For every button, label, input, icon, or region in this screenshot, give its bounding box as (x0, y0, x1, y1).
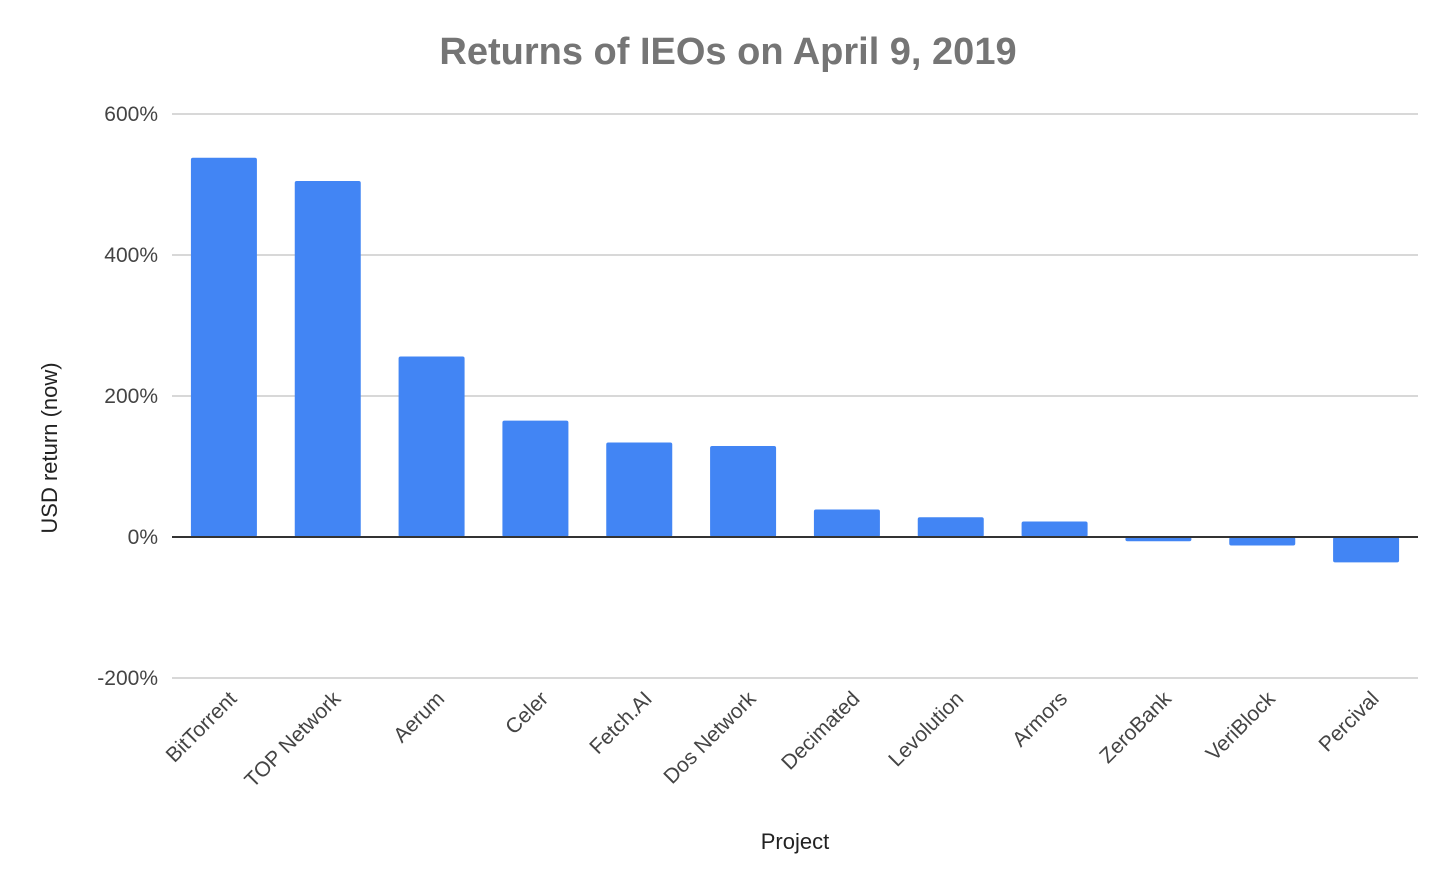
bar-decimated (813, 509, 880, 537)
y-tick-label: 0% (128, 526, 158, 549)
bar-bittorrent (190, 157, 257, 537)
bar-celer (502, 420, 569, 537)
bar-levolution (917, 517, 984, 537)
bar-fetch-ai (606, 442, 673, 537)
x-category-label: Decimated (777, 687, 864, 774)
bar-armors (1021, 521, 1088, 537)
bars (190, 157, 1400, 563)
x-category-label: Armors (1008, 687, 1072, 751)
bar-zerobank (1125, 537, 1192, 542)
x-category-label: Aerum (389, 687, 449, 747)
x-category-label: Fetch.AI (585, 687, 657, 759)
bar-dos-network (710, 446, 777, 537)
x-axis-title: Project (761, 829, 829, 854)
x-category-label: Levolution (884, 687, 968, 771)
x-category-label: Dos Network (659, 687, 761, 789)
chart-title: Returns of IEOs on April 9, 2019 (439, 31, 1016, 73)
y-tick-label: 600% (104, 103, 158, 126)
x-category-label: VeriBlock (1202, 687, 1281, 766)
y-tick-label: -200% (97, 667, 158, 690)
gridlines (172, 113, 1418, 679)
x-category-label: ZeroBank (1095, 687, 1176, 768)
y-axis-ticks: -200% 0% 200% 400% 600% (97, 103, 158, 690)
bar-top-network (294, 180, 361, 537)
bar-veriblock (1229, 537, 1296, 546)
y-tick-label: 200% (104, 385, 158, 408)
y-tick-label: 400% (104, 244, 158, 267)
x-category-label: Celer (501, 687, 553, 739)
x-category-label: Percival (1315, 687, 1384, 756)
bar-percival (1333, 537, 1400, 563)
x-category-label: BitTorrent (162, 687, 242, 767)
y-axis-title: USD return (now) (37, 362, 62, 533)
x-category-label: TOP Network (240, 687, 345, 792)
bar-aerum (398, 356, 465, 537)
